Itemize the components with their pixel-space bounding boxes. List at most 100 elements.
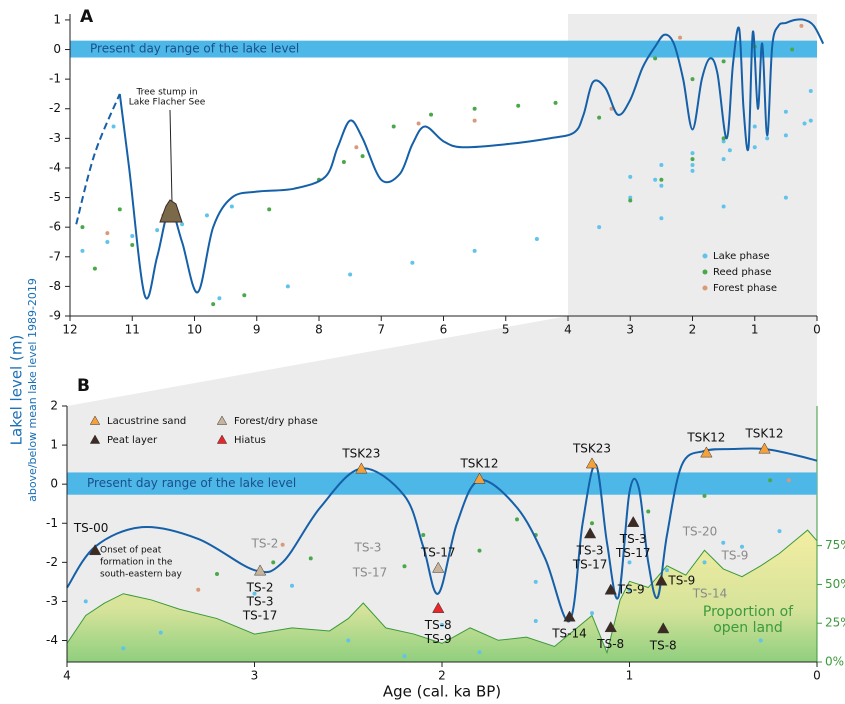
x-tick-label: 1	[751, 323, 759, 337]
band-label: Present day range of the lake level	[90, 42, 299, 56]
phase-dot	[783, 133, 788, 138]
legend-label: Lacustrine sand	[107, 416, 186, 427]
gray-sample-label: TS-17	[352, 566, 388, 580]
legend-swatch	[702, 269, 708, 275]
legend-label: Peat layer	[107, 435, 158, 446]
phase-dot	[740, 544, 744, 549]
phase-dot	[472, 118, 477, 123]
y2-tick-label: 75%	[825, 538, 845, 552]
sample-label: TS-3	[619, 532, 647, 546]
phase-dot	[783, 195, 788, 200]
x-tick-label: 5	[502, 323, 510, 337]
sample-label: TS-8	[596, 637, 624, 651]
sample-label: TS-14	[551, 627, 587, 641]
sample-label: TSK12	[459, 457, 498, 471]
legend-label: Hiatus	[234, 435, 266, 446]
phase-dot	[678, 35, 683, 40]
y-tick-label: 1	[50, 438, 58, 452]
phase-dot	[690, 157, 695, 162]
phase-dot	[808, 118, 813, 123]
sample-label: TS-9	[424, 632, 452, 646]
phase-dot	[690, 168, 695, 173]
x-tick-label: 2	[438, 669, 446, 683]
y-axis-title: Lakel level (m)	[8, 335, 26, 446]
x-axis-title: Age (cal. ka BP)	[383, 683, 501, 701]
phase-dot	[534, 237, 539, 242]
x-tick-label: 8	[315, 323, 323, 337]
annotation-leader	[169, 109, 173, 204]
phase-dot	[665, 568, 669, 573]
panel-label: A	[80, 7, 94, 27]
x-tick-label: 3	[626, 323, 634, 337]
sample-label: TS-00	[73, 521, 109, 535]
phase-dot	[402, 564, 407, 569]
phase-dot	[808, 88, 813, 93]
sample-label: TS-2	[246, 580, 274, 594]
x-tick-label: 7	[377, 323, 385, 337]
legend-swatch	[216, 415, 228, 425]
phase-dot	[80, 248, 85, 253]
y-tick-label: -5	[49, 190, 61, 204]
legend-swatch	[89, 415, 101, 425]
phase-dot	[204, 213, 209, 218]
phase-dot	[799, 23, 804, 28]
phase-dot	[360, 154, 365, 159]
phase-dot	[533, 579, 538, 584]
phase-dot	[130, 242, 135, 247]
sample-marker	[758, 442, 771, 454]
y-tick-label: -1	[49, 72, 61, 86]
sample-label: TS-8	[424, 618, 452, 632]
legend-label: Forest phase	[713, 283, 777, 294]
phase-dot	[341, 160, 346, 165]
sample-label: TS-17	[572, 557, 608, 571]
phase-dot	[421, 532, 426, 537]
legend-swatch	[702, 253, 708, 259]
zoom-connector	[67, 316, 817, 406]
legend-label: Forest/dry phase	[234, 416, 318, 427]
phase-dot	[659, 183, 664, 188]
sample-label: TS-17	[615, 546, 651, 560]
sample-label: TS-9	[667, 574, 695, 588]
legend-swatch	[702, 285, 708, 291]
sample-marker	[655, 574, 668, 586]
y-tick-label: -2	[46, 555, 58, 569]
sample-marker	[585, 457, 599, 469]
phase-dot	[653, 177, 658, 182]
sample-label: TS-3	[246, 594, 274, 608]
phase-dot	[597, 115, 602, 120]
x-tick-label: 9	[253, 323, 261, 337]
sample-marker	[657, 622, 670, 634]
band-label: Present day range of the lake level	[87, 476, 296, 490]
y-tick-label: -1	[46, 516, 58, 530]
panel-label: B	[77, 376, 90, 396]
phase-dot	[627, 587, 632, 592]
phase-dot	[196, 587, 201, 592]
phase-dot	[690, 151, 695, 156]
sample-label: TSK23	[572, 441, 611, 455]
phase-dot	[597, 225, 602, 230]
phase-dot	[533, 618, 538, 623]
sample-marker	[583, 527, 597, 539]
phase-dot	[280, 542, 285, 547]
phase-dot	[659, 163, 664, 167]
phase-dot	[217, 296, 222, 301]
gray-sample-label: TS-3	[354, 541, 382, 555]
sample-marker	[627, 515, 640, 527]
annotation: formation in the	[100, 558, 173, 568]
x-tick-label: 2	[689, 323, 697, 337]
phase-dot	[215, 572, 219, 577]
sample-marker	[604, 621, 617, 633]
phase-dot	[758, 638, 763, 643]
open-land-area	[66, 529, 818, 663]
sample-label: TS-9	[617, 583, 645, 597]
sample-marker	[604, 583, 617, 595]
legend-swatch	[216, 434, 228, 444]
phase-dot	[440, 622, 444, 627]
phase-dot	[553, 100, 558, 105]
y-tick-label: -3	[49, 131, 61, 145]
open-land-label: open land	[713, 620, 783, 636]
x-tick-label: 1	[626, 669, 634, 683]
phase-dot	[346, 638, 351, 643]
x-tick-label: 0	[813, 323, 821, 337]
